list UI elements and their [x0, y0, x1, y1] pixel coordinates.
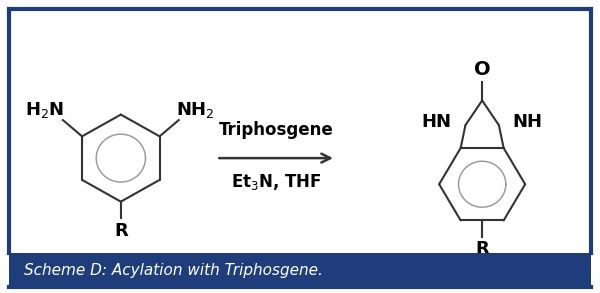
Text: Et$_3$N, THF: Et$_3$N, THF — [231, 173, 322, 193]
Text: NH$_2$: NH$_2$ — [176, 100, 215, 120]
Text: R: R — [114, 222, 128, 240]
Text: HN: HN — [422, 113, 452, 131]
Text: O: O — [474, 59, 490, 79]
Text: R: R — [475, 241, 489, 258]
Text: Triphosgene: Triphosgene — [219, 121, 334, 139]
Text: NH: NH — [512, 113, 542, 131]
Text: Scheme D: Acylation with Triphosgene.: Scheme D: Acylation with Triphosgene. — [24, 263, 323, 278]
Text: H$_2$N: H$_2$N — [25, 100, 65, 120]
